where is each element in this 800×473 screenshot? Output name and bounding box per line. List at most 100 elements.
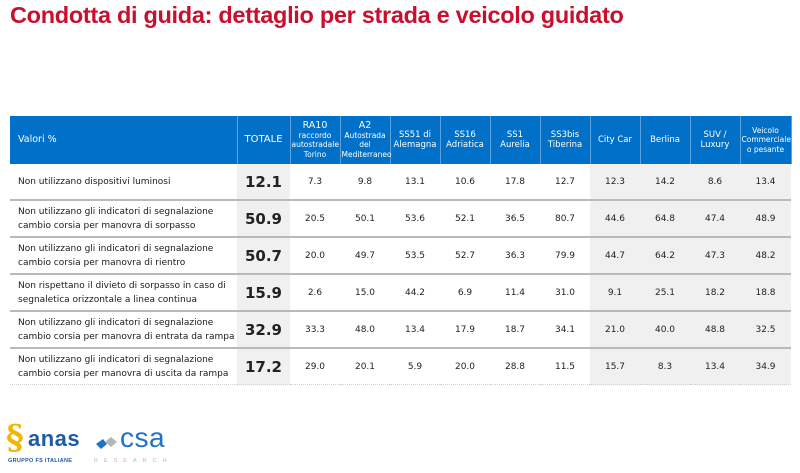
- cell-totale: 17.2: [237, 348, 290, 385]
- cell: 12.3: [590, 164, 640, 201]
- table-row: Non utilizzano gli indicatori di segnala…: [10, 237, 791, 275]
- data-table: Valori % TOTALE RA10 raccordo autostrada…: [10, 116, 792, 385]
- cell: 2.6: [290, 274, 340, 312]
- row-label: Non utilizzano gli indicatori di segnala…: [10, 237, 237, 275]
- cell: 17.9: [440, 311, 490, 349]
- column-header-subtitle: raccordo autostradale Torino: [291, 130, 339, 159]
- row-label: Non utilizzano gli indicatori di segnala…: [10, 348, 237, 385]
- cell: 49.7: [340, 237, 390, 275]
- cell: 64.8: [640, 200, 690, 238]
- page-title: Condotta di guida: dettaglio per strada …: [10, 2, 624, 28]
- cell: 14.2: [640, 164, 690, 201]
- cell: 47.3: [690, 237, 740, 275]
- cell-totale: 32.9: [237, 311, 290, 349]
- table-row: Non rispettano il divieto di sorpasso in…: [10, 274, 791, 312]
- cell: 52.1: [440, 200, 490, 238]
- row-label: Non rispettano il divieto di sorpasso in…: [10, 274, 237, 312]
- anas-tagline: GRUPPO FS ITALIANE: [8, 458, 73, 464]
- column-header-title: RA10: [302, 119, 328, 131]
- cell: 31.0: [540, 274, 590, 312]
- cell-totale: 15.9: [237, 274, 290, 312]
- table-row: Non utilizzano dispositivi luminosi 12.1…: [10, 164, 791, 201]
- column-header-title: Veicolo Commerciale o pesante: [741, 125, 791, 154]
- cell-totale: 50.7: [237, 237, 290, 275]
- column-header-city-car: City Car: [590, 116, 641, 164]
- csa-wordmark: csa: [120, 422, 166, 453]
- cell: 52.7: [440, 237, 490, 275]
- cell: 6.9: [440, 274, 490, 312]
- cell-totale: 12.1: [237, 164, 290, 201]
- column-header-subtitle: Autostrada del Mediterraneo: [341, 130, 392, 159]
- cell: 32.5: [740, 311, 791, 349]
- cell: 48.9: [740, 200, 791, 238]
- row-label: Non utilizzano gli indicatori di segnala…: [10, 200, 237, 238]
- cell: 5.9: [390, 348, 440, 385]
- cell: 64.2: [640, 237, 690, 275]
- cell: 13.4: [740, 164, 791, 201]
- column-header-ss1: SS1 Aurelia: [490, 116, 541, 164]
- cell: 18.2: [690, 274, 740, 312]
- cell: 15.0: [340, 274, 390, 312]
- cell: 48.2: [740, 237, 791, 275]
- cell-totale: 50.9: [237, 200, 290, 238]
- cell: 20.0: [290, 237, 340, 275]
- cell: 25.1: [640, 274, 690, 312]
- anas-wordmark: anas: [28, 426, 81, 451]
- cell: 21.0: [590, 311, 640, 349]
- cell: 53.6: [390, 200, 440, 238]
- cell: 8.6: [690, 164, 740, 201]
- table-row: Non utilizzano gli indicatori di segnala…: [10, 311, 791, 349]
- table-row: Non utilizzano gli indicatori di segnala…: [10, 200, 791, 238]
- column-header-suv: SUV / Luxury: [690, 116, 741, 164]
- cell: 13.1: [390, 164, 440, 201]
- cell: 33.3: [290, 311, 340, 349]
- column-header-veicolo: Veicolo Commerciale o pesante: [740, 116, 792, 164]
- column-header-title: A2: [358, 119, 372, 131]
- cell: 15.7: [590, 348, 640, 385]
- cell: 11.5: [540, 348, 590, 385]
- cell: 44.7: [590, 237, 640, 275]
- cell: 20.5: [290, 200, 340, 238]
- cell: 7.3: [290, 164, 340, 201]
- cell: 29.0: [290, 348, 340, 385]
- cell: 48.0: [340, 311, 390, 349]
- cell: 34.1: [540, 311, 590, 349]
- header-row: Valori % TOTALE RA10 raccordo autostrada…: [10, 116, 792, 164]
- table-row: Non utilizzano gli indicatori di segnala…: [10, 348, 791, 385]
- row-label: Non utilizzano gli indicatori di segnala…: [10, 311, 237, 349]
- column-header-ss3bis: SS3bis Tiberina: [540, 116, 591, 164]
- cell: 9.1: [590, 274, 640, 312]
- cell: 80.7: [540, 200, 590, 238]
- anas-s-icon: §: [6, 418, 24, 458]
- cell: 50.1: [340, 200, 390, 238]
- cell: 44.2: [390, 274, 440, 312]
- cell: 53.5: [390, 237, 440, 275]
- cell: 10.6: [440, 164, 490, 201]
- cell: 8.3: [640, 348, 690, 385]
- cell: 17.8: [490, 164, 540, 201]
- cell: 9.8: [340, 164, 390, 201]
- cell: 34.9: [740, 348, 791, 385]
- cell: 13.4: [690, 348, 740, 385]
- footer-logos: § anas GRUPPO FS ITALIANE csa RESEARCH: [6, 418, 176, 470]
- cell: 18.7: [490, 311, 540, 349]
- column-header-valori: Valori %: [10, 116, 238, 164]
- column-header-totale: TOTALE: [237, 116, 291, 164]
- cell: 40.0: [640, 311, 690, 349]
- cell: 20.0: [440, 348, 490, 385]
- cell: 47.4: [690, 200, 740, 238]
- column-header-berlina: Berlina: [640, 116, 691, 164]
- column-header-a2: A2 Autostrada del Mediterraneo: [340, 116, 392, 164]
- row-label: Non utilizzano dispositivi luminosi: [10, 164, 237, 201]
- cell: 44.6: [590, 200, 640, 238]
- cell: 13.4: [390, 311, 440, 349]
- column-header-ss51: SS51 di Alemagna: [390, 116, 441, 164]
- cell: 79.9: [540, 237, 590, 275]
- column-header-ss16: SS16 Adriatica: [440, 116, 491, 164]
- cell: 48.8: [690, 311, 740, 349]
- csa-diamond-icon: [96, 437, 117, 449]
- csa-tagline: RESEARCH: [94, 458, 173, 464]
- cell: 36.5: [490, 200, 540, 238]
- cell: 11.4: [490, 274, 540, 312]
- column-header-ra10: RA10 raccordo autostradale Torino: [290, 116, 341, 164]
